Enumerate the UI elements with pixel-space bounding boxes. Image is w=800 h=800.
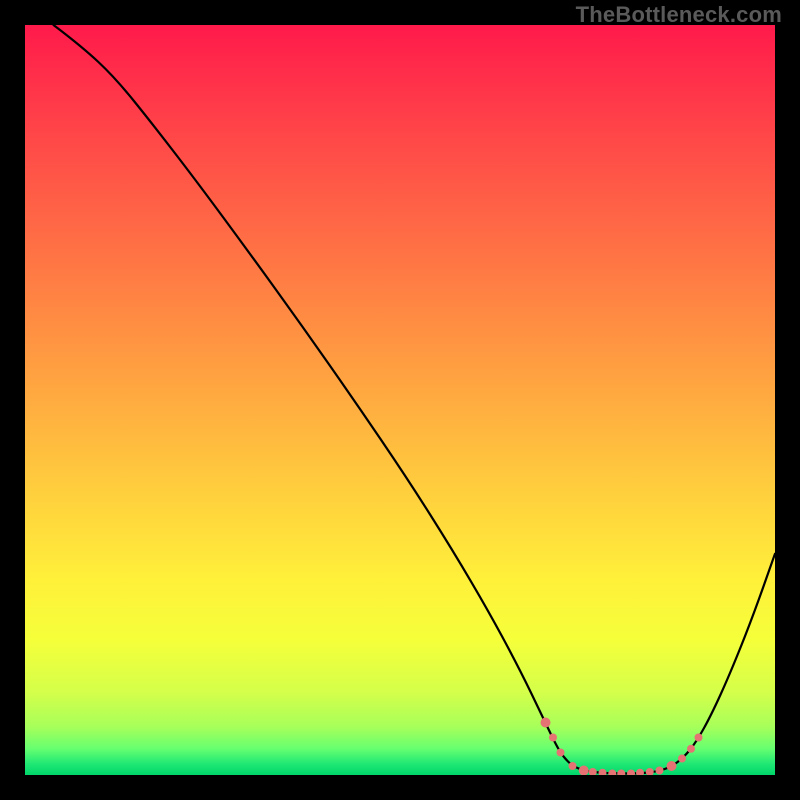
marker-dot — [687, 745, 695, 753]
plot-area — [25, 25, 775, 775]
marker-dot — [667, 761, 677, 771]
chart-frame: TheBottleneck.com — [0, 0, 800, 800]
marker-dot — [549, 734, 557, 742]
watermark-text: TheBottleneck.com — [576, 2, 782, 28]
marker-dot — [656, 767, 664, 775]
marker-dot — [541, 718, 551, 728]
marker-dot — [569, 762, 577, 770]
gradient-background — [25, 25, 775, 775]
marker-dot — [695, 734, 703, 742]
marker-dot — [678, 755, 686, 763]
marker-dot — [557, 749, 565, 757]
chart-svg — [25, 25, 775, 775]
